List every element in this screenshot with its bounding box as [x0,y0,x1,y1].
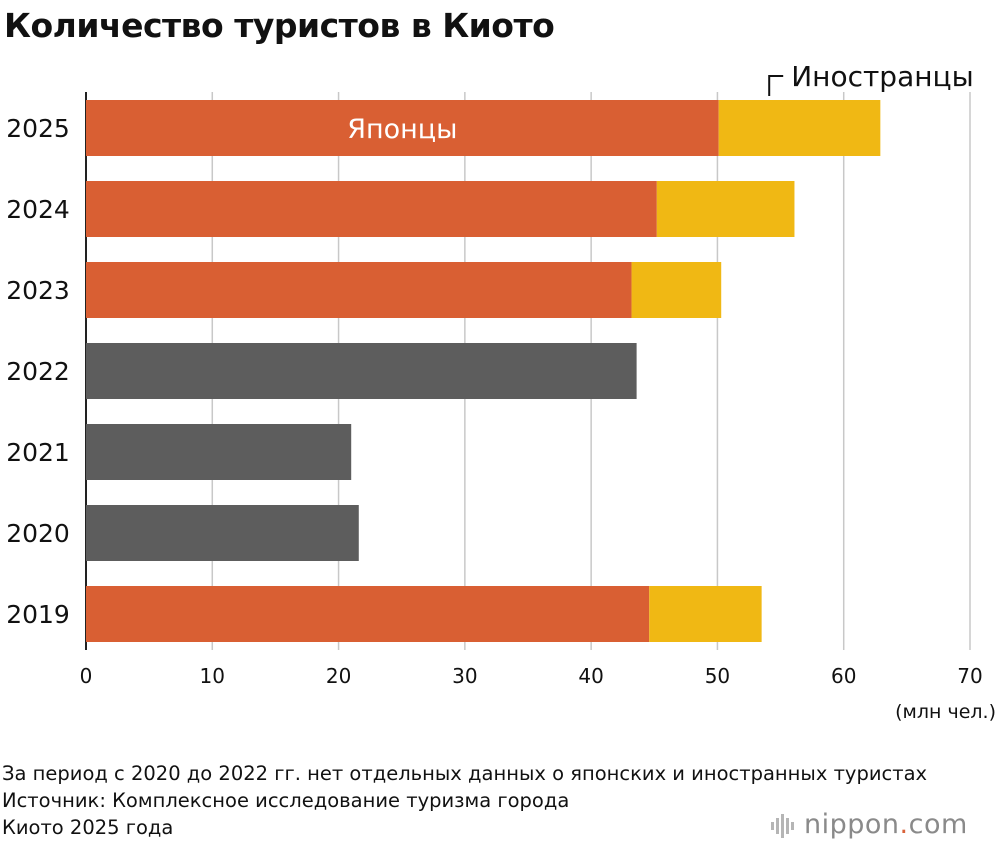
x-tick-label: 50 [705,664,730,688]
x-tick-label: 0 [80,664,93,688]
bars [86,100,881,642]
y-category-label: 2021 [6,438,70,467]
y-category-label: 2022 [6,357,70,386]
legend-label-japanese: Японцы [347,114,457,145]
x-axis-labels: 0 10 20 30 40 50 60 70 [80,664,983,688]
x-tick-label: 70 [957,664,982,688]
bar-2022-series-2 [86,343,637,399]
footnote-source: Источник: Комплексное исследование туриз… [2,789,570,812]
stacked-bar-chart: 2025 2024 2023 2022 2021 2020 2019 0 10 20 30 40 50… [6,60,996,723]
bar-2025-series-0 [86,100,719,156]
nippon-logo-text: nippon.com [804,809,968,840]
bar-2023-series-0 [86,262,632,318]
bar-2024-series-0 [86,181,657,237]
bar-2023-series-1 [631,262,722,318]
x-tick-label: 30 [452,664,477,688]
legend: Японцы Иностранцы [347,60,974,145]
x-tick-label: 40 [578,664,603,688]
bar-2020-series-2 [86,505,359,561]
y-category-label: 2024 [6,195,70,224]
y-category-label: 2019 [6,600,70,629]
footnote-data-gap: За период с 2020 до 2022 гг. нет отдельн… [2,762,928,785]
legend-label-foreign: Иностранцы [791,60,974,93]
bar-2025-series-1 [718,100,881,156]
bar-2019-series-0 [86,586,650,642]
bar-2019-series-1 [649,586,762,642]
bar-2021-series-2 [86,424,352,480]
footnotes: За период с 2020 до 2022 гг. нет отдельн… [2,760,927,841]
x-tick-label: 20 [326,664,351,688]
x-tick-label: 10 [200,664,225,688]
chart-title: Количество туристов в Киото [4,6,555,45]
y-category-label: 2020 [6,519,70,548]
legend-bracket [768,75,784,96]
x-axis-unit: (млн чел.) [895,701,996,723]
nippon-logo-icon [771,813,794,838]
y-axis-labels: 2025 2024 2023 2022 2021 2020 2019 [6,114,70,629]
nippon-logo: nippon.com [770,809,968,840]
y-category-label: 2023 [6,276,70,305]
footnote-source-cont: Киото 2025 года [2,816,174,839]
bar-2024-series-1 [656,181,795,237]
y-category-label: 2025 [6,114,70,143]
x-tick-label: 60 [831,664,856,688]
